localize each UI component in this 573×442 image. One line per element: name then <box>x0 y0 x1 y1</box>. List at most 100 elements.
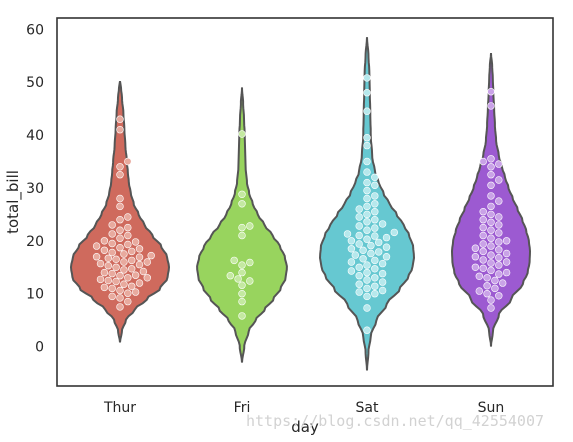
swarm-point-sun <box>495 238 503 246</box>
swarm-point-thur <box>108 221 116 229</box>
swarm-point-thur <box>108 269 116 278</box>
swarm-point-sun <box>487 202 495 211</box>
swarm-point-sat <box>363 326 371 334</box>
swarm-point-sun <box>487 171 495 179</box>
swarm-point-sat <box>371 232 379 240</box>
swarm-point-sat <box>363 284 371 293</box>
swarm-point-sun <box>479 223 487 232</box>
swarm-point-thur <box>124 213 132 221</box>
swarm-point-thur <box>100 246 109 255</box>
swarm-point-sat <box>371 282 379 290</box>
swarm-point-fri <box>238 297 246 306</box>
swarm-point-thur <box>143 258 152 266</box>
swarm-point-sat <box>347 258 356 266</box>
violin-group <box>69 37 532 371</box>
swarm-point-fri <box>238 130 246 138</box>
swarm-point-thur <box>116 125 124 134</box>
swarm-point-thur <box>96 259 105 268</box>
swarm-point-sun <box>487 210 495 219</box>
swarm-point-fri <box>238 190 246 199</box>
swarm-point-thur <box>135 245 144 253</box>
swarm-point-sat <box>355 213 363 221</box>
swarm-point-thur <box>100 283 109 292</box>
swarm-point-sat <box>363 226 371 234</box>
swarm-point-sun <box>495 221 503 229</box>
swarm-point-thur <box>116 194 124 203</box>
y-tick-labels: 0 10 20 30 40 50 60 <box>26 22 44 355</box>
swarm-point-sat <box>371 265 379 273</box>
swarm-point-fri <box>238 312 246 320</box>
swarm-point-thur <box>124 223 132 232</box>
swarm-point-fri <box>230 256 238 265</box>
swarm-point-sat <box>347 267 356 275</box>
swarm-point-thur <box>128 282 136 290</box>
swarm-point-sun <box>495 261 503 269</box>
swarm-point-sun <box>495 292 503 300</box>
swarm-point-sun <box>495 213 503 221</box>
y-tick-label: 50 <box>26 75 44 91</box>
swarm-point-thur <box>124 240 132 249</box>
swarm-point-fri <box>246 258 254 267</box>
swarm-point-thur <box>120 250 128 258</box>
swarm-point-thur <box>116 171 124 179</box>
swarm-point-thur <box>128 256 136 265</box>
swarm-point-thur <box>108 230 116 238</box>
swarm-point-sat <box>367 249 375 258</box>
swarm-point-thur <box>100 268 109 277</box>
swarm-point-fri <box>246 277 254 285</box>
swarm-point-sat <box>378 286 387 295</box>
x-axis-label: day <box>291 418 319 436</box>
swarm-point-thur <box>128 247 136 256</box>
swarm-point-sun <box>479 208 487 216</box>
swarm-point-sun <box>471 263 480 271</box>
swarm-point-sun <box>487 218 495 227</box>
swarm-point-sat <box>371 224 379 232</box>
swarm-point-sat <box>378 278 387 286</box>
swarm-point-sat <box>371 192 379 200</box>
swarm-point-sun <box>495 160 503 168</box>
swarm-point-sun <box>475 287 483 295</box>
swarm-point-thur <box>139 267 148 276</box>
swarm-point-sun <box>487 163 495 171</box>
swarm-point-fri <box>238 231 246 240</box>
swarm-point-thur <box>131 271 140 279</box>
swarm-point-sat <box>390 228 398 237</box>
swarm-point-sat <box>382 233 391 242</box>
swarm-point-sun <box>479 240 487 248</box>
swarm-point-sat <box>367 241 375 250</box>
y-tick-label: 20 <box>26 234 44 250</box>
swarm-point-sat <box>363 88 371 97</box>
swarm-point-fri <box>238 261 246 269</box>
swarm-point-fri <box>238 281 246 289</box>
watermark-text: https://blog.csdn.net/qq_42554007 <box>246 412 545 430</box>
swarm-point-sun <box>471 244 480 252</box>
swarm-point-sat <box>363 194 371 203</box>
swarm-point-sat <box>347 237 356 245</box>
swarm-point-thur <box>143 274 152 282</box>
swarm-point-thur <box>112 255 120 263</box>
swarm-point-sat <box>347 245 356 253</box>
swarm-point-fri <box>238 290 246 298</box>
swarm-point-thur <box>108 239 116 248</box>
swarm-point-sun <box>479 216 487 224</box>
swarm-point-sat <box>363 157 371 166</box>
swarm-point-sun <box>487 102 495 110</box>
swarm-point-sat <box>363 134 371 142</box>
swarm-point-sun <box>471 253 480 261</box>
y-tick-label: 40 <box>26 128 44 144</box>
swarm-point-sat <box>363 202 371 211</box>
swarm-point-sun <box>491 276 499 285</box>
swarm-point-sun <box>495 254 503 262</box>
swarm-point-sun <box>487 234 495 242</box>
swarm-point-sat <box>363 141 371 150</box>
swarm-point-sat <box>355 231 363 240</box>
swarm-point-sun <box>479 157 487 166</box>
swarm-point-sat <box>355 272 363 280</box>
swarm-point-thur <box>135 253 144 261</box>
y-tick-label: 60 <box>26 22 44 38</box>
swarm-point-sat <box>363 178 371 187</box>
swarm-point-thur <box>116 272 124 280</box>
violin-sun <box>450 53 532 347</box>
swarm-point-thur <box>116 303 124 311</box>
swarm-point-sun <box>479 256 487 264</box>
